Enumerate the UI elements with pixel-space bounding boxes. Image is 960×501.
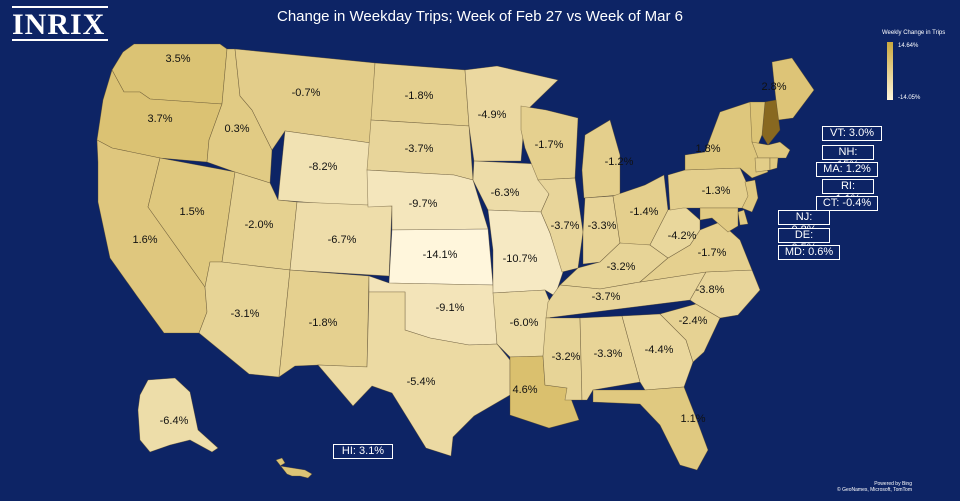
callout-ct: CT: -0.4%	[816, 196, 878, 211]
state-label-id: 0.3%	[224, 123, 249, 135]
callout-vt: VT: 3.0%	[822, 126, 882, 141]
state-label-oh: -1.4%	[630, 206, 659, 218]
state-label-wy: -8.2%	[309, 161, 338, 173]
state-fl[interactable]	[592, 386, 709, 471]
state-ct[interactable]	[754, 157, 771, 173]
state-label-wv: -4.2%	[668, 230, 697, 242]
state-label-ne: -9.7%	[409, 198, 438, 210]
legend-title: Weekly Change in Trips	[882, 30, 946, 36]
state-vt[interactable]	[749, 101, 766, 146]
state-label-ky: -3.2%	[607, 261, 636, 273]
state-label-mn: -4.9%	[478, 109, 507, 121]
state-label-ak: -6.4%	[160, 415, 189, 427]
state-label-ok: -9.1%	[436, 302, 465, 314]
state-label-tx: -5.4%	[407, 376, 436, 388]
state-label-ms: -3.2%	[552, 351, 581, 363]
state-label-ks: -14.1%	[423, 249, 458, 261]
logo-underline	[12, 39, 108, 41]
state-md[interactable]	[699, 207, 739, 233]
callout-nh: NH: 15%	[822, 145, 874, 171]
state-label-nd: -1.8%	[405, 90, 434, 102]
map-credit-bing: Powered by Bing	[874, 481, 912, 487]
state-label-al: -3.3%	[594, 348, 623, 360]
state-label-or: 3.7%	[147, 113, 172, 125]
state-label-mo: -10.7%	[503, 253, 538, 265]
state-label-ga: -4.4%	[645, 344, 674, 356]
legend-min-label: -14.05%	[898, 95, 921, 101]
state-de[interactable]	[737, 209, 749, 226]
state-label-nv: 1.5%	[179, 206, 204, 218]
state-il[interactable]	[537, 177, 584, 273]
state-label-me: 2.8%	[761, 81, 786, 93]
state-label-sc: -2.4%	[679, 315, 708, 327]
state-label-la: 4.6%	[512, 384, 537, 396]
state-label-in: -3.3%	[588, 220, 617, 232]
legend-max-label: 14.64%	[898, 43, 919, 49]
callout-ma: MA: 1.2%	[816, 162, 878, 177]
state-label-wi: -1.7%	[535, 139, 564, 151]
state-ma[interactable]	[751, 141, 791, 159]
state-tx[interactable]	[317, 291, 511, 457]
state-nj[interactable]	[741, 179, 759, 213]
logo-underline	[12, 6, 108, 8]
state-label-ia: -6.3%	[491, 187, 520, 199]
state-label-ut: -2.0%	[245, 219, 274, 231]
state-ri[interactable]	[769, 157, 779, 171]
state-label-pa: -1.3%	[702, 185, 731, 197]
state-hi[interactable]	[275, 457, 313, 479]
state-label-ca: 1.6%	[132, 234, 157, 246]
state-co[interactable]	[289, 201, 393, 277]
map-credit-providers: © GeoNames, Microsoft, TomTom	[837, 487, 912, 493]
state-label-co: -6.7%	[328, 234, 357, 246]
state-label-fl: 1.1%	[680, 413, 705, 425]
state-label-il: -3.7%	[551, 220, 580, 232]
callout-hi: HI: 3.1%	[333, 444, 393, 459]
state-label-tn: -3.7%	[592, 291, 621, 303]
callout-md: MD: 0.6%	[778, 245, 840, 260]
state-ak[interactable]	[137, 377, 219, 453]
callout-ri: RI: 1.1%	[822, 179, 874, 205]
state-label-nc: -3.8%	[696, 284, 725, 296]
state-label-mi: -1.2%	[605, 156, 634, 168]
inrix-logo: INRIX	[12, 8, 106, 41]
state-label-mt: -0.7%	[292, 87, 321, 99]
callout-de: DE: 0.5%	[778, 228, 830, 254]
state-az[interactable]	[198, 261, 291, 378]
state-label-ny: 1.8%	[695, 143, 720, 155]
state-label-wa: 3.5%	[165, 53, 190, 65]
legend-color-scale	[887, 42, 893, 100]
state-label-nm: -1.8%	[309, 317, 338, 329]
state-label-sd: -3.7%	[405, 143, 434, 155]
state-label-az: -3.1%	[231, 308, 260, 320]
state-label-ar: -6.0%	[510, 317, 539, 329]
callout-nj: NJ: 0.8%	[778, 210, 830, 236]
map-title: Change in Weekday Trips; Week of Feb 27 …	[276, 8, 684, 25]
state-label-va: -1.7%	[698, 247, 727, 259]
